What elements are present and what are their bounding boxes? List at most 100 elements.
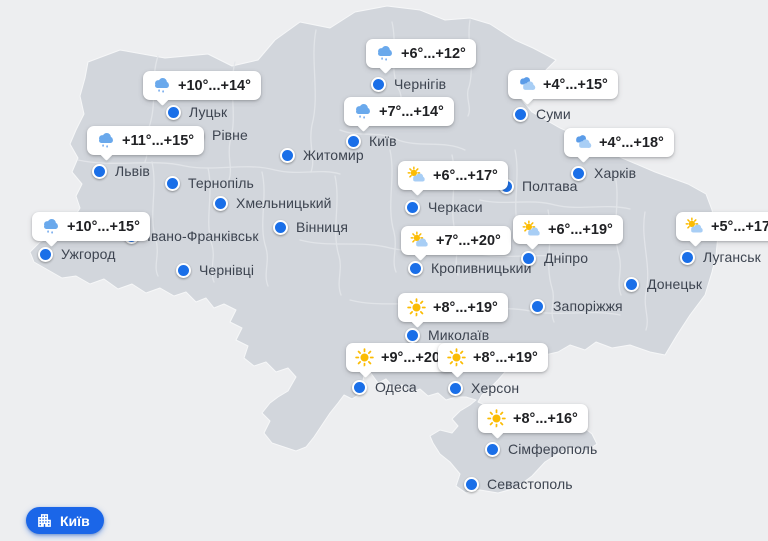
forecast-badge-sumy[interactable]: +4°...+15° — [508, 70, 618, 99]
map-pin-dot — [92, 163, 107, 179]
map-pin-dot — [176, 262, 191, 278]
city-marker-cherkasy[interactable]: Черкаси — [405, 199, 483, 215]
city-label: Черкаси — [428, 199, 483, 215]
partly-sunny-icon — [684, 216, 705, 237]
city-marker-kharkiv[interactable]: Харків — [571, 165, 636, 181]
partly-sunny-icon — [521, 219, 542, 240]
city-marker-ternopil[interactable]: Тернопіль — [165, 175, 254, 191]
city-label: Луганськ — [703, 249, 761, 265]
city-marker-luhansk[interactable]: Луганськ — [680, 249, 761, 265]
city-marker-simferopol[interactable]: Сімферополь — [485, 441, 597, 457]
city-label: Вінниця — [296, 219, 349, 235]
city-marker-zhytomyr[interactable]: Житомир — [280, 147, 364, 163]
city-marker-zaporizhzhia[interactable]: Запоріжжя — [530, 298, 623, 314]
forecast-badge-kherson[interactable]: +8°...+19° — [438, 343, 548, 372]
temp-range: +6°...+12° — [401, 45, 466, 62]
partly-sunny-icon — [409, 230, 430, 251]
cloudy-icon — [516, 74, 537, 95]
city-label: Київ — [369, 133, 397, 149]
city-label: Івано-Франківськ — [147, 228, 259, 244]
city-label: Тернопіль — [188, 175, 254, 191]
city-marker-khmelnytskyi[interactable]: Хмельницький — [213, 195, 332, 211]
city-marker-chernihiv[interactable]: Чернігів — [371, 76, 446, 92]
city-label: Одеса — [375, 379, 417, 395]
city-label: Донецьк — [647, 276, 703, 292]
city-marker-sevastopol[interactable]: Севастополь — [464, 476, 573, 492]
map-pin-dot — [273, 219, 288, 235]
city-marker-dnipro[interactable]: Дніпро — [521, 250, 588, 266]
city-label: Полтава — [522, 178, 578, 194]
city-marker-odesa[interactable]: Одеса — [352, 379, 417, 395]
city-label: Рівне — [212, 127, 248, 143]
rain-icon — [95, 130, 116, 151]
city-marker-donetsk[interactable]: Донецьк — [624, 276, 702, 292]
city-buildings-icon — [36, 512, 53, 529]
city-label: Луцьк — [189, 104, 228, 120]
city-label: Харків — [594, 165, 637, 181]
city-label: Севастополь — [487, 476, 573, 492]
forecast-badge-uzhhorod[interactable]: +10°...+15° — [32, 212, 150, 241]
city-label: Миколаїв — [428, 327, 490, 343]
city-marker-chernivtsi[interactable]: Чернівці — [176, 262, 254, 278]
map-pin-dot — [408, 260, 423, 276]
forecast-badge-cherkasy[interactable]: +6°...+17° — [398, 161, 508, 190]
rain-icon — [374, 43, 395, 64]
temp-range: +8°...+19° — [433, 299, 498, 316]
city-label: Ужгород — [61, 246, 116, 262]
temp-range: +10°...+14° — [178, 77, 251, 94]
map-pin-dot — [371, 76, 386, 92]
forecast-badge-kharkiv[interactable]: +4°...+18° — [564, 128, 674, 157]
forecast-badge-dnipro[interactable]: +6°...+19° — [513, 215, 623, 244]
city-marker-sumy[interactable]: Суми — [513, 106, 571, 122]
temp-range: +11°...+15° — [122, 132, 195, 149]
city-marker-poltava[interactable]: Полтава — [499, 178, 578, 194]
temp-range: +6°...+19° — [548, 221, 613, 238]
city-label: Житомир — [303, 147, 364, 163]
city-label: Херсон — [471, 380, 520, 396]
temp-range: +8°...+16° — [513, 410, 578, 427]
city-label: Львів — [115, 163, 150, 179]
map-pin-dot — [571, 165, 586, 181]
forecast-badge-chernihiv[interactable]: +6°...+12° — [366, 39, 476, 68]
forecast-badge-kropyvnytskyi[interactable]: +7°...+20° — [401, 226, 511, 255]
selected-city-button[interactable]: Київ — [26, 507, 104, 534]
forecast-badge-lutsk[interactable]: +10°...+14° — [143, 71, 261, 100]
map-pin-dot — [513, 106, 528, 122]
temp-range: +7°...+14° — [379, 103, 444, 120]
map-pin-dot — [624, 276, 639, 292]
temp-range: +8°...+19° — [473, 349, 538, 366]
map-pin-dot — [352, 379, 367, 395]
forecast-badge-lviv[interactable]: +11°...+15° — [87, 126, 205, 155]
map-pin-dot — [346, 133, 361, 149]
map-pin-dot — [38, 246, 53, 262]
cloudy-icon — [572, 132, 593, 153]
forecast-badge-kyiv[interactable]: +7°...+14° — [344, 97, 454, 126]
city-marker-kropyvnytskyi[interactable]: Кропивницький — [408, 260, 532, 276]
city-marker-kyiv[interactable]: Київ — [346, 133, 397, 149]
map-pin-dot — [448, 380, 463, 396]
temp-range: +5°...+17° — [711, 218, 768, 235]
city-marker-lviv[interactable]: Львів — [92, 163, 150, 179]
rain-icon — [151, 75, 172, 96]
sunny-icon — [406, 297, 427, 318]
city-marker-mykolaiv[interactable]: Миколаїв — [405, 327, 489, 343]
temp-range: +4°...+15° — [543, 76, 608, 93]
city-label: Сімферополь — [508, 441, 598, 457]
city-marker-vinnytsia[interactable]: Вінниця — [273, 219, 348, 235]
map-pin-dot — [485, 441, 500, 457]
selected-city-label: Київ — [60, 512, 90, 529]
city-marker-uzhhorod[interactable]: Ужгород — [38, 246, 116, 262]
city-marker-kherson[interactable]: Херсон — [448, 380, 519, 396]
city-marker-lutsk[interactable]: Луцьк — [166, 104, 227, 120]
temp-range: +4°...+18° — [599, 134, 664, 151]
forecast-badge-luhansk[interactable]: +5°...+17° — [676, 212, 768, 241]
city-label: Кропивницький — [431, 260, 532, 276]
temp-range: +9°...+20° — [381, 349, 446, 366]
forecast-badge-simferopol[interactable]: +8°...+16° — [478, 404, 588, 433]
partly-sunny-icon — [406, 165, 427, 186]
temp-range: +10°...+15° — [67, 218, 140, 235]
city-label: Хмельницький — [236, 195, 332, 211]
city-label: Чернівці — [199, 262, 255, 278]
forecast-badge-mykolaiv[interactable]: +8°...+19° — [398, 293, 508, 322]
